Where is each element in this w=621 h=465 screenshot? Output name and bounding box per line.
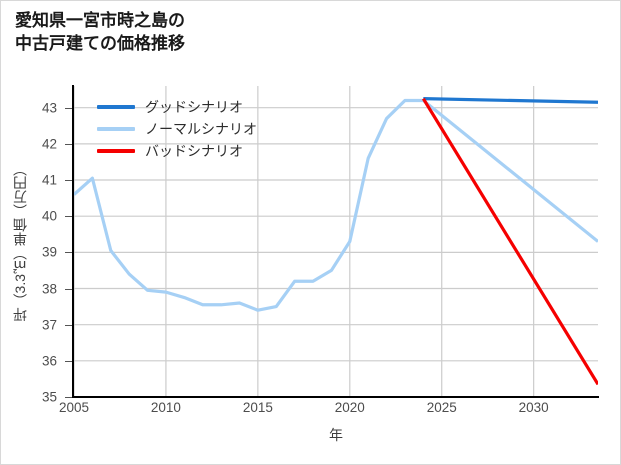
y-tick-label: 42 bbox=[41, 136, 57, 152]
series-line bbox=[74, 98, 598, 312]
plot-area bbox=[74, 86, 598, 397]
y-tick-label: 41 bbox=[41, 172, 57, 188]
series-line bbox=[421, 97, 598, 386]
legend-label: ノーマルシナリオ bbox=[145, 121, 257, 137]
x-tick-label: 2030 bbox=[518, 400, 549, 415]
y-tick-label: 39 bbox=[41, 244, 57, 260]
y-tick-mark bbox=[65, 252, 72, 254]
y-tick-label: 43 bbox=[41, 100, 57, 116]
y-tick-mark bbox=[65, 360, 72, 362]
legend-color-swatch bbox=[97, 127, 135, 131]
x-tick-label: 2020 bbox=[334, 400, 365, 415]
series-line bbox=[423, 97, 598, 104]
y-tick-mark bbox=[65, 324, 72, 326]
series-lines bbox=[74, 97, 598, 386]
legend-label: グッドシナリオ bbox=[145, 99, 243, 115]
y-tick-mark bbox=[65, 216, 72, 218]
y-tick-mark bbox=[65, 180, 72, 182]
y-tick-label: 35 bbox=[41, 389, 57, 405]
y-tick-label: 37 bbox=[41, 317, 57, 333]
gridlines bbox=[74, 86, 598, 397]
page-title: 愛知県一宮市時之島の 中古戸建ての価格推移 bbox=[15, 11, 185, 54]
chart-legend: グッドシナリオ ノーマルシナリオ バッドシナリオ bbox=[97, 96, 257, 162]
y-tick-mark bbox=[65, 107, 72, 109]
legend-item[interactable]: ノーマルシナリオ bbox=[97, 118, 257, 140]
y-tick-mark bbox=[65, 397, 72, 398]
chart-canvas bbox=[74, 86, 598, 397]
legend-label: バッドシナリオ bbox=[145, 143, 243, 159]
y-tick-label: 40 bbox=[41, 208, 57, 224]
x-tick-label: 2025 bbox=[426, 400, 457, 415]
y-axis-line bbox=[72, 85, 74, 398]
x-axis-label: 年 bbox=[329, 427, 343, 443]
x-tick-label: 2015 bbox=[242, 400, 273, 415]
y-tick-mark bbox=[65, 288, 72, 290]
legend-color-swatch bbox=[97, 105, 135, 109]
legend-color-swatch bbox=[97, 149, 135, 153]
y-tick-label: 36 bbox=[41, 353, 57, 369]
y-tick-mark bbox=[65, 143, 72, 145]
x-tick-label: 2005 bbox=[58, 400, 90, 415]
x-tick-label: 2010 bbox=[150, 400, 181, 415]
legend-item[interactable]: バッドシナリオ bbox=[97, 140, 257, 162]
legend-item[interactable]: グッドシナリオ bbox=[97, 96, 257, 118]
y-axis-label: 坪（3.3㎡）単価（万円） bbox=[9, 86, 31, 397]
y-tick-label: 38 bbox=[41, 281, 57, 296]
x-axis-line bbox=[72, 396, 599, 398]
